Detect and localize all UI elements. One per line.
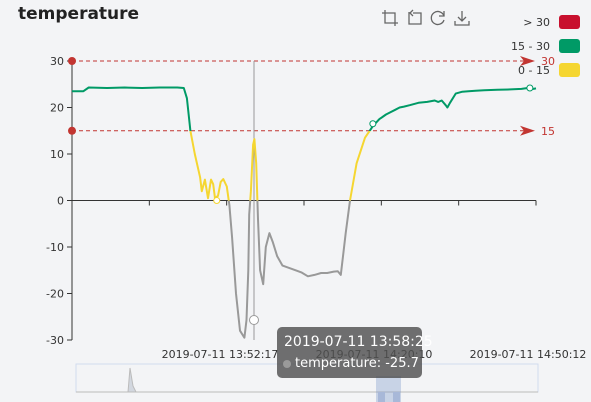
- tooltip-time: 2019-07-11 13:58:25: [284, 334, 433, 350]
- x-tick-label: 2019-07-11 13:52:17: [162, 348, 279, 361]
- zoom-reset-icon[interactable]: [405, 9, 423, 27]
- y-tick-label: -30: [46, 334, 64, 347]
- mark-line-arrow: [520, 56, 535, 66]
- y-tick-label: -10: [46, 241, 64, 254]
- data-zoom-overview: [76, 367, 538, 393]
- y-tick-label: -20: [46, 288, 64, 301]
- hover-point: [249, 315, 259, 326]
- series-point: [526, 84, 534, 92]
- legend-swatch: [559, 15, 580, 29]
- save-image-icon[interactable]: [453, 9, 471, 27]
- series-point: [369, 120, 377, 128]
- series-point: [213, 197, 221, 204]
- legend-swatch: [559, 39, 580, 53]
- tooltip-value: temperature: -25.7: [295, 356, 419, 371]
- tooltip-row: temperature: -25.7: [283, 356, 419, 371]
- mark-line-label: 30: [541, 55, 555, 68]
- mark-line-start: [68, 57, 76, 65]
- toolbox: [381, 9, 471, 27]
- legend-label: 15 - 30: [511, 40, 550, 53]
- mark-line-label: 15: [541, 125, 555, 138]
- legend-label: 0 - 15: [518, 64, 550, 77]
- mark-line-start: [68, 126, 76, 135]
- legend-swatch: [559, 63, 580, 77]
- legend-label: > 30: [523, 16, 550, 29]
- y-tick-label: 0: [57, 195, 64, 208]
- data-zoom-handle[interactable]: [378, 392, 385, 402]
- tooltip: 2019-07-11 13:58:25 temperature: -25.7: [277, 327, 433, 378]
- zoom-icon[interactable]: [381, 9, 399, 27]
- y-tick-label: 30: [50, 55, 64, 68]
- series-line-temperature: [72, 86, 537, 339]
- chart-title: temperature: [18, 4, 140, 24]
- mark-line-arrow: [520, 125, 535, 136]
- y-tick-label: 10: [50, 148, 64, 161]
- tooltip-series-marker: [283, 359, 291, 368]
- y-tick-label: 20: [50, 102, 64, 115]
- data-zoom-handle[interactable]: [393, 392, 400, 402]
- restore-icon[interactable]: [429, 9, 447, 27]
- x-tick-label: 2019-07-11 14:50:12: [470, 348, 587, 361]
